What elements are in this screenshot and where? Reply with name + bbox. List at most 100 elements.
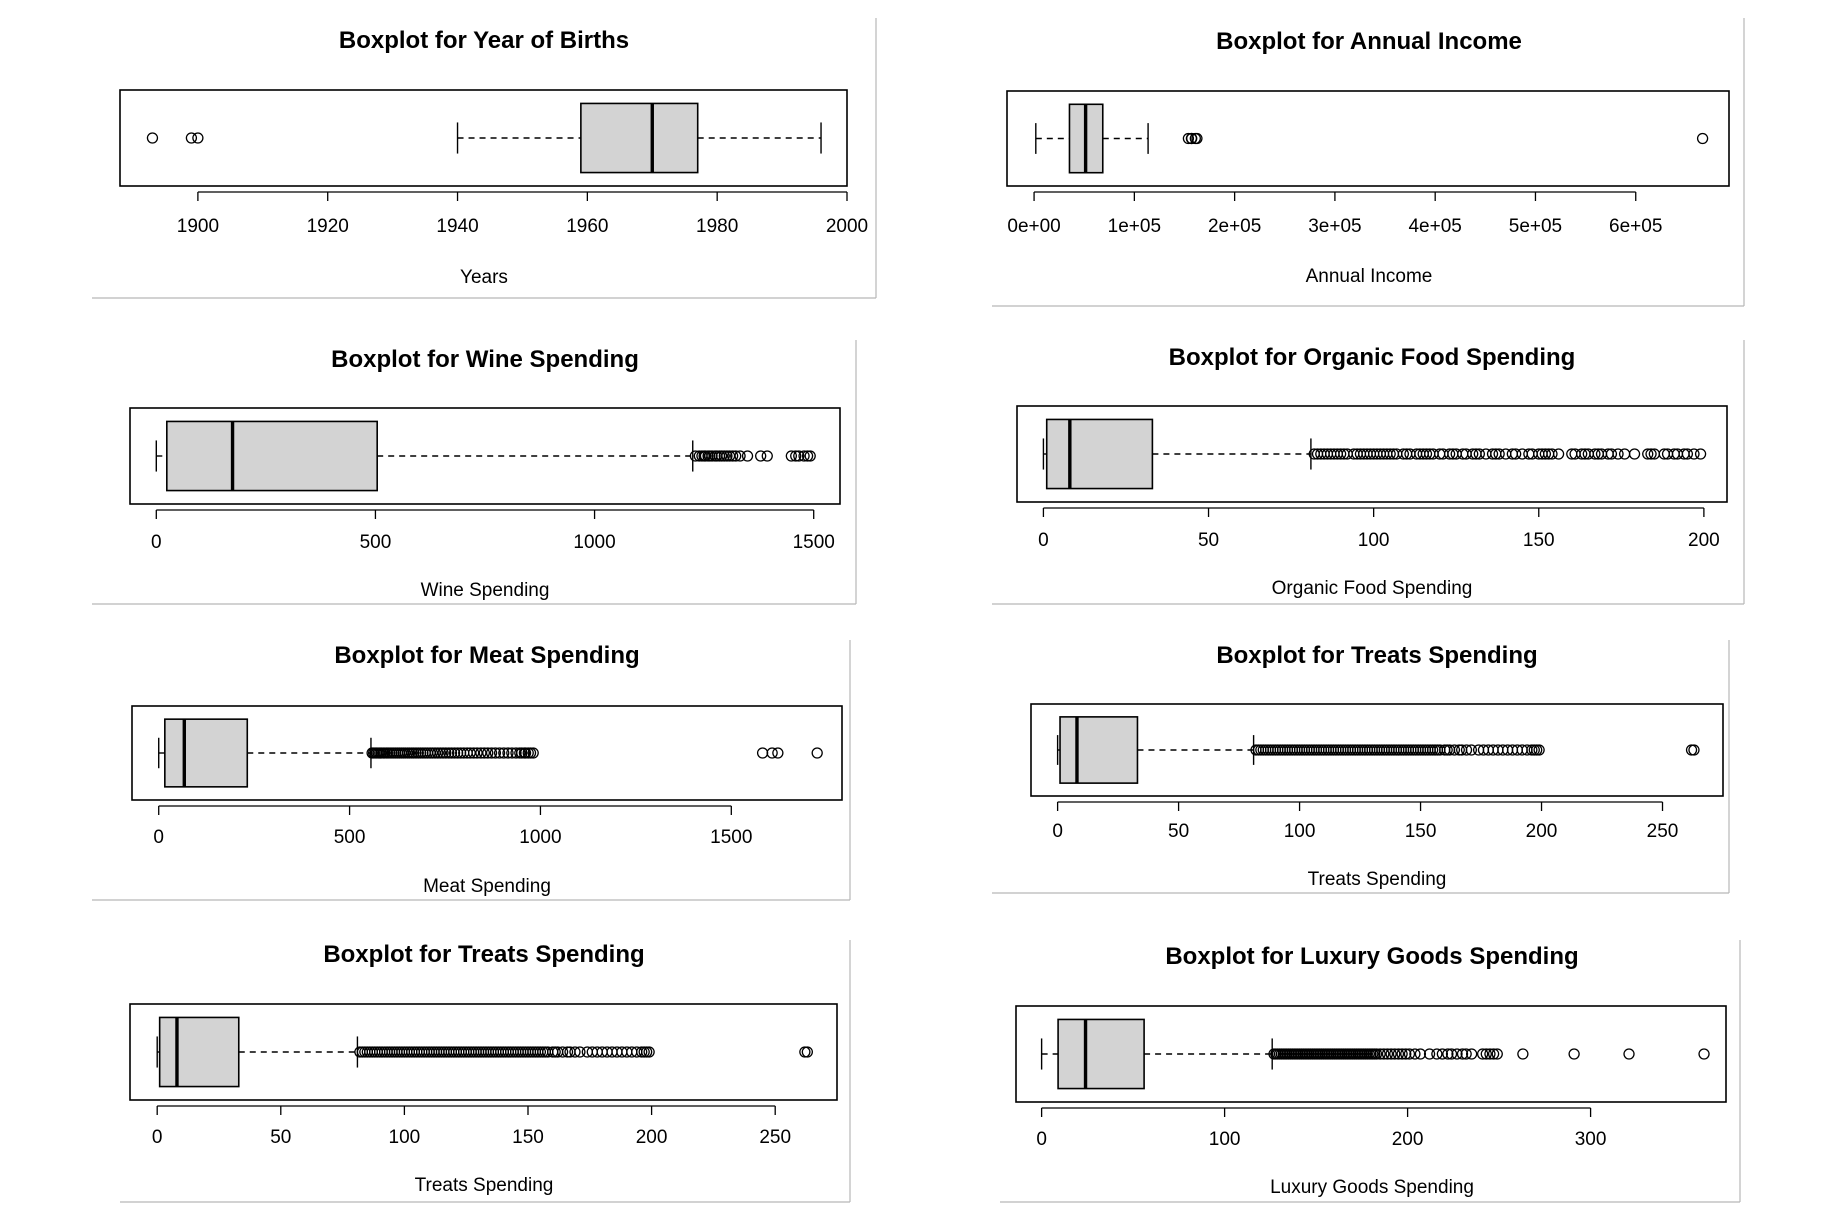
x-tick-label: 100 [1358,530,1390,551]
outlier-point [799,1046,811,1058]
outlier-point [1385,1048,1397,1060]
outlier-point [1442,1048,1454,1060]
x-tick-label: 1e+05 [1108,216,1161,237]
outlier-point [527,747,539,759]
outlier-point [726,450,739,462]
plot-frame [1016,405,1728,503]
chart-title: Boxplot for Year of Births [339,27,629,54]
outlier-point [790,450,802,462]
x-axis-label: Annual Income [1306,266,1433,287]
outlier-point [1480,1048,1492,1060]
plot-frame [119,89,848,187]
outlier-point [643,1046,655,1058]
outlier-point [1334,448,1347,460]
outlier-point [798,450,810,462]
outlier-point [1182,132,1195,145]
outlier-point [185,132,198,144]
outlier-point [467,747,480,759]
chart-panel: Boxplot for Organic Food Spending 0 50 100 1… [992,340,1745,605]
x-tick-label: 500 [360,532,392,553]
x-tick-label: 1960 [566,216,608,237]
outlier-point [475,747,487,759]
outlier-point [1681,448,1694,460]
x-axis-label: Wine Spending [421,580,550,601]
plot-frame [131,705,843,801]
x-tick-label: 1000 [573,532,615,553]
x-axis-label: Treats Spending [415,1175,554,1196]
outlier-point [1467,448,1479,460]
outlier-point [443,747,455,759]
x-tick-label: 3e+05 [1308,216,1361,237]
outlier-point [766,747,778,759]
outlier-point [1409,1048,1421,1060]
outlier-point [1510,448,1522,460]
x-tick-label: 2000 [826,216,868,237]
outlier-point [1420,448,1433,460]
x-tick-label: 0 [151,532,162,553]
outlier-point [793,450,805,462]
outlier-point [1389,1048,1401,1060]
chart-title: Boxplot for Treats Spending [1216,642,1537,669]
outlier-point [761,450,773,462]
outlier-point [1552,448,1565,460]
outlier-point [1605,448,1618,460]
outlier-point [1698,1048,1710,1060]
chart-title: Boxplot for Treats Spending [323,941,644,968]
outlier-point [502,747,514,759]
x-tick-label: 300 [1575,1129,1607,1150]
plot-frame [1015,1005,1727,1103]
outlier-point [1612,448,1624,460]
chart-title: Boxplot for Luxury Goods Spending [1165,943,1578,970]
outlier-point [1384,448,1396,460]
outlier-point [482,747,494,759]
outlier-point [574,1046,586,1058]
outlier-point [440,747,452,759]
outlier-point [493,747,506,759]
x-tick-label: 0e+00 [1007,216,1060,237]
outlier-point [432,747,444,759]
outlier-point [429,747,441,759]
x-tick-label: 1500 [710,827,752,848]
outlier-point [1645,448,1657,460]
outlier-point [556,1046,569,1058]
outlier-point [1370,1048,1383,1060]
outlier-point [1484,1048,1496,1060]
outlier-point [1381,1048,1394,1060]
outlier-point [1618,448,1631,460]
outlier-point [569,1046,581,1058]
outlier-point [734,450,746,462]
outlier-point [1642,448,1654,460]
chart-title: Boxplot for Meat Spending [334,642,639,669]
outlier-point [445,747,458,759]
outlier-point [1448,744,1461,756]
plot-frame [1030,703,1724,797]
chart-panel: Boxplot for Year of Births 1900 1920 1940 19… [92,18,877,299]
x-tick-label: 50 [1168,821,1189,842]
x-axis-label: Organic Food Spending [1272,578,1473,599]
chart-title: Boxplot for Organic Food Spending [1169,344,1576,371]
chart-panel: Boxplot for Treats Spending 0 50 100 150 200 2… [992,640,1730,894]
x-axis-label: Luxury Goods Spending [1270,1177,1474,1198]
plot-frame [129,407,841,505]
outlier-point [1589,448,1601,460]
outlier-point [1493,448,1505,460]
outlier-point [519,747,532,759]
x-tick-label: 200 [636,1127,668,1148]
outlier-point [1423,1048,1436,1060]
outlier-point [1688,744,1700,756]
box-iqr [580,102,699,174]
outlier-point [1465,744,1478,756]
plot-frame [129,1003,838,1101]
outlier-point [1539,448,1552,460]
outlier-point [1696,132,1709,145]
outlier-point [1688,448,1700,460]
outlier-point [1476,1048,1489,1060]
chart-title: Boxplot for Wine Spending [331,346,639,373]
box-iqr [1045,418,1154,490]
outlier-point [437,747,449,759]
outlier-point [1628,448,1641,460]
x-tick-label: 0 [152,1127,163,1148]
x-tick-label: 6e+05 [1609,216,1662,237]
outlier-point [489,747,502,759]
